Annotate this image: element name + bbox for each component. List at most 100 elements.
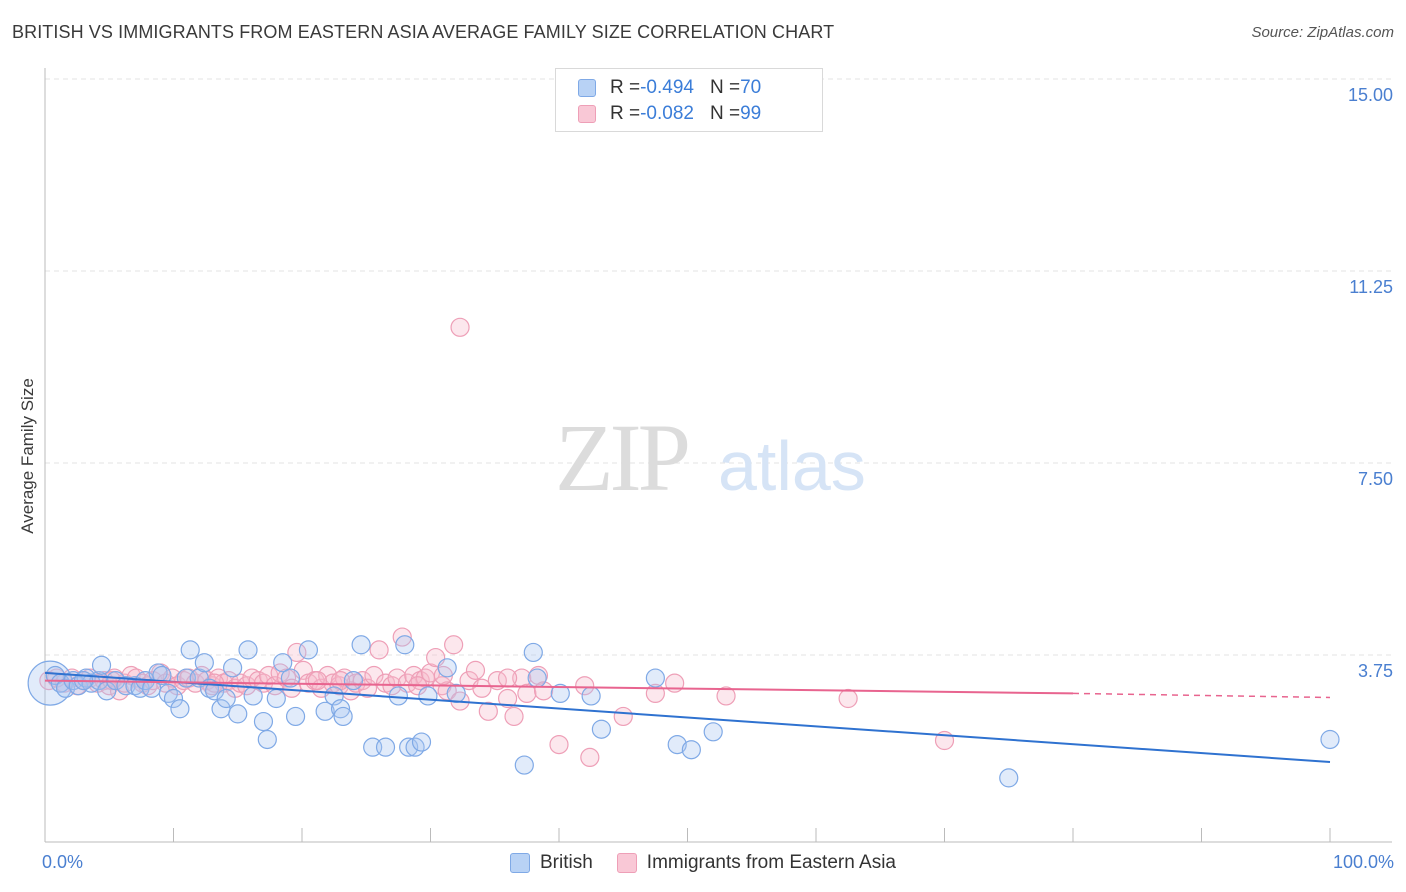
- british-point: [523, 642, 543, 663]
- immigrants-point: [369, 640, 389, 660]
- immigrants-point: [478, 701, 498, 721]
- british-point: [194, 653, 214, 673]
- british-point: [243, 686, 263, 706]
- british-point: [266, 688, 286, 709]
- grid-lines: [45, 78, 1392, 656]
- legend-r-label: R =: [610, 77, 641, 98]
- legend-label-immigrants: Immigrants from Eastern Asia: [646, 852, 896, 873]
- british-points: [27, 635, 1340, 788]
- british-point: [223, 658, 243, 678]
- legend-n-label: N =: [709, 77, 741, 98]
- british-point: [280, 668, 301, 688]
- immigrants-point: [465, 660, 486, 680]
- y-tick-label: 3.75: [1358, 661, 1393, 681]
- immigrants-trend-extension: [1072, 692, 1331, 699]
- british-point: [315, 701, 335, 721]
- british-point: [228, 704, 248, 724]
- legend-row-immigrants: R = -0.082 N = 99: [578, 101, 761, 127]
- legend-swatch-british: [578, 79, 596, 97]
- immigrants-point: [549, 734, 569, 755]
- british-point: [216, 688, 236, 709]
- trend-lines: [44, 671, 1331, 764]
- british-trend-line: [44, 671, 1331, 764]
- british-point: [667, 734, 687, 755]
- legend-n-value: 99: [740, 103, 762, 124]
- legend-item-immigrants[interactable]: Immigrants from Eastern Asia: [616, 852, 896, 874]
- legend-swatch-british: [510, 853, 530, 873]
- british-point: [645, 668, 665, 688]
- british-point: [446, 683, 466, 704]
- british-point: [330, 699, 351, 719]
- immigrants-trend-line: [44, 679, 1074, 695]
- immigrants-point: [517, 683, 537, 704]
- watermark-atlas: atlas: [718, 427, 866, 505]
- british-point: [257, 729, 277, 750]
- immigrants-point: [613, 706, 633, 727]
- british-point: [163, 688, 184, 709]
- british-point: [91, 655, 112, 675]
- chart-title: BRITISH VS IMMIGRANTS FROM EASTERN ASIA …: [12, 22, 835, 42]
- british-point: [253, 711, 274, 732]
- british-point: [81, 673, 101, 693]
- immigrants-point: [174, 670, 194, 691]
- british-point: [375, 737, 396, 757]
- immigrants-point: [392, 627, 412, 647]
- british-point: [285, 706, 306, 727]
- legend-r-label: R =: [610, 103, 641, 124]
- immigrants-point: [838, 688, 858, 709]
- immigrants-point: [580, 747, 600, 768]
- british-point: [681, 740, 701, 760]
- watermark: ZIP atlas: [555, 404, 866, 511]
- legend-swatch-immigrants: [578, 105, 596, 123]
- y-tick-label: 7.50: [1358, 469, 1393, 489]
- immigrants-point: [504, 706, 524, 727]
- british-point: [550, 683, 570, 704]
- british-point: [343, 670, 363, 691]
- y-tick-label: 11.25: [1349, 277, 1393, 297]
- immigrants-point: [716, 686, 736, 706]
- british-point: [388, 686, 408, 706]
- british-point: [238, 640, 258, 660]
- x-tick-label-max: 100.0%: [1332, 852, 1394, 872]
- legend-r-value: -0.082: [640, 103, 694, 124]
- immigrants-point: [450, 317, 470, 337]
- british-point: [395, 635, 415, 655]
- y-axis-label: Average Family Size: [18, 378, 37, 534]
- british-point: [298, 640, 319, 660]
- british-point: [418, 686, 438, 706]
- watermark-zip: ZIP: [555, 404, 688, 511]
- x-tick-label-min: 0.0%: [42, 852, 84, 872]
- axes: [44, 68, 1392, 843]
- british-point: [591, 719, 612, 739]
- british-point: [411, 732, 432, 752]
- source-label: Source: ZipAtlas.com: [1251, 24, 1394, 41]
- british-point: [333, 706, 353, 727]
- y-tick-label: 15.00: [1348, 85, 1393, 105]
- british-point: [158, 683, 178, 704]
- british-point: [399, 737, 419, 757]
- british-point: [514, 755, 534, 775]
- immigrants-point: [498, 688, 518, 709]
- legend-r-value: -0.494: [640, 77, 694, 98]
- legend-n-label: N =: [709, 103, 741, 124]
- legend-row-british: R = -0.494 N = 70: [578, 75, 761, 101]
- correlation-legend: R = -0.494 N = 70 R = -0.082 N = 99: [555, 68, 823, 132]
- immigrants-point: [307, 670, 328, 691]
- immigrants-point: [287, 642, 307, 663]
- immigrants-point: [575, 676, 595, 696]
- british-point: [581, 686, 601, 706]
- british-point: [170, 699, 190, 719]
- series-legend: British Immigrants from Eastern Asia: [0, 852, 1406, 874]
- legend-swatch-immigrants: [616, 853, 637, 873]
- legend-n-value: 70: [740, 77, 762, 98]
- british-point: [351, 635, 371, 655]
- british-point: [1320, 729, 1340, 750]
- british-point: [180, 640, 200, 660]
- british-point: [273, 653, 293, 673]
- british-point: [437, 658, 457, 678]
- legend-item-british[interactable]: British: [510, 852, 593, 874]
- immigrants-point: [444, 635, 464, 655]
- immigrants-point: [498, 668, 518, 688]
- british-point: [405, 737, 425, 757]
